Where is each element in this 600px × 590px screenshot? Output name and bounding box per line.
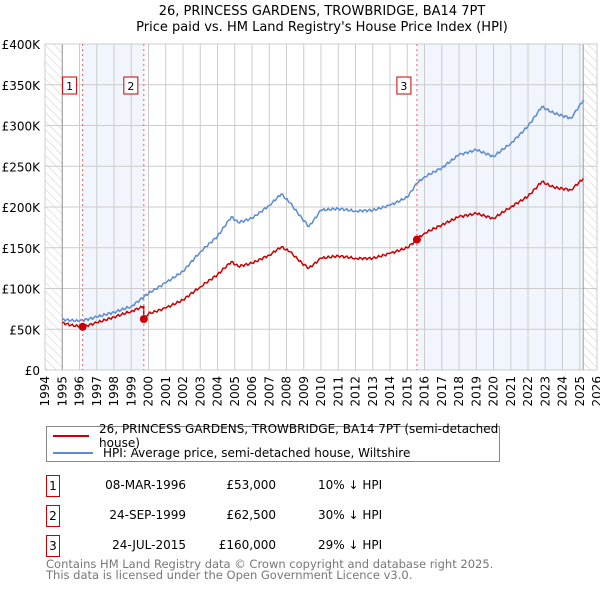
x-tick-label: 2025 [573, 376, 587, 407]
sale-date: 24-JUL-2015 [112, 538, 186, 552]
footer: Contains HM Land Registry data © Crown c… [46, 557, 494, 582]
x-tick-label: 2022 [521, 376, 535, 407]
x-tick-label: 1996 [73, 376, 87, 407]
x-tick-label: 2005 [228, 376, 242, 407]
sale-price: £160,000 [218, 538, 276, 552]
x-tick-label: 1997 [90, 376, 104, 407]
legend-label: HPI: Average price, semi-detached house,… [103, 446, 411, 460]
sale-label: 1 [66, 80, 73, 93]
y-tick-label: £0 [25, 364, 40, 378]
legend: 26, PRINCESS GARDENS, TROWBRIDGE, BA14 7… [46, 422, 500, 462]
x-tick-label: 2010 [314, 376, 328, 407]
sale-number: 2 [46, 505, 60, 527]
sale-point [78, 322, 87, 331]
hpi-series-line [62, 99, 584, 323]
x-tick-label: 2021 [504, 376, 518, 407]
x-tick-label: 2001 [159, 376, 173, 407]
legend-swatch-blue [53, 452, 93, 454]
y-tick-label: £250K [2, 160, 42, 174]
footer-line-2: This data is licensed under the Open Gov… [46, 568, 413, 582]
price-chart: 26, PRINCESS GARDENS, TROWBRIDGE, BA14 7… [2, 4, 600, 407]
y-tick-label: £200K [2, 201, 42, 215]
x-tick-label: 2016 [418, 376, 432, 407]
x-tick-label: 2026 [590, 376, 600, 407]
x-tick-label: 2002 [176, 376, 190, 407]
sale-point [412, 235, 421, 244]
y-tick-label: £350K [2, 79, 42, 93]
y-tick-label: £400K [2, 38, 42, 52]
y-tick-label: £150K [2, 242, 42, 256]
x-tick-label: 2024 [556, 376, 570, 407]
sale-label-box [123, 76, 139, 95]
y-tick-label: £100K [2, 283, 42, 297]
sale-hpi-diff: 10% ↓ HPI [318, 478, 383, 492]
x-tick-label: 2011 [331, 376, 345, 407]
property-series-line [62, 178, 584, 329]
sale-date: 08-MAR-1996 [105, 478, 186, 492]
x-tick-label: 2020 [487, 376, 501, 407]
sale-point [139, 315, 148, 324]
legend-item-hpi: HPI: Average price, semi-detached house,… [53, 445, 410, 461]
x-tick-label: 2009 [297, 376, 311, 407]
footer-line-1: Contains HM Land Registry data © Crown c… [46, 557, 494, 571]
sale-price: £62,500 [226, 508, 276, 522]
sale-hpi-diff: 29% ↓ HPI [318, 538, 383, 552]
x-tick-label: 2017 [435, 376, 449, 407]
legend-item-property: 26, PRINCESS GARDENS, TROWBRIDGE, BA14 7… [53, 422, 499, 450]
x-tick-label: 1998 [107, 376, 121, 407]
sale-label: 2 [127, 80, 134, 93]
x-tick-label: 1995 [55, 376, 69, 407]
x-tick-label: 2006 [245, 376, 259, 407]
sale-label: 3 [400, 80, 407, 93]
legend-swatch-red [53, 435, 90, 437]
sale-number: 1 [46, 475, 60, 497]
chart-subtitle: Price paid vs. HM Land Registry's House … [136, 20, 508, 35]
sale-price: £53,000 [226, 478, 276, 492]
legend-label: 26, PRINCESS GARDENS, TROWBRIDGE, BA14 7… [99, 422, 499, 450]
x-tick-label: 2012 [349, 376, 363, 407]
x-tick-label: 2007 [262, 376, 276, 407]
x-tick-label: 2013 [366, 376, 380, 407]
x-tick-label: 2014 [383, 376, 397, 407]
plot-frame [44, 43, 598, 371]
x-tick-label: 2015 [400, 376, 414, 407]
y-tick-label: £300K [2, 120, 42, 134]
sale-hpi-diff: 30% ↓ HPI [318, 508, 383, 522]
x-tick-label: 1994 [38, 376, 52, 407]
x-tick-label: 2019 [469, 376, 483, 407]
x-tick-label: 2008 [280, 376, 294, 407]
y-tick-label: £50K [9, 323, 41, 337]
sale-number: 3 [46, 535, 60, 557]
sale-label-box [396, 76, 412, 95]
x-tick-label: 2018 [452, 376, 466, 407]
chart-title: 26, PRINCESS GARDENS, TROWBRIDGE, BA14 7… [159, 4, 486, 19]
x-tick-label: 2004 [211, 376, 225, 407]
x-tick-label: 2003 [193, 376, 207, 407]
x-tick-label: 2000 [142, 376, 156, 407]
sale-label-box [62, 76, 78, 95]
x-tick-label: 1999 [124, 376, 138, 407]
sale-date: 24-SEP-1999 [109, 508, 186, 522]
x-tick-label: 2023 [538, 376, 552, 407]
